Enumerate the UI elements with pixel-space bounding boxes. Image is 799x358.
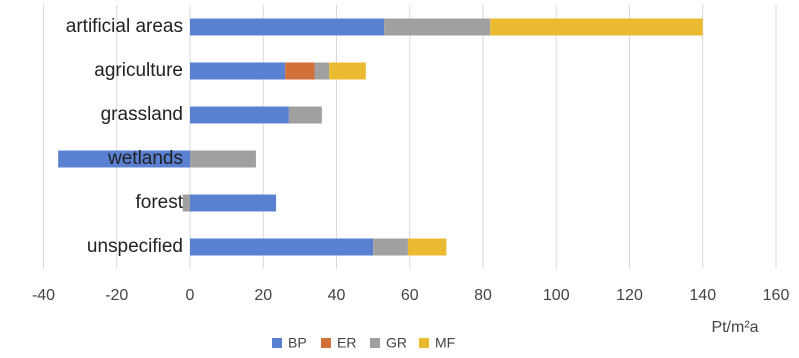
bar-segment bbox=[314, 62, 330, 80]
bar-segment bbox=[182, 194, 190, 212]
bar-segment bbox=[373, 238, 408, 256]
x-tick-label: 0 bbox=[186, 287, 195, 304]
bar-segment bbox=[58, 150, 191, 168]
category-label: unspecified bbox=[87, 236, 183, 257]
x-tick-label: 120 bbox=[616, 287, 643, 304]
x-tick-label: 140 bbox=[689, 287, 716, 304]
bar-segment bbox=[285, 62, 315, 80]
category-label: grassland bbox=[101, 104, 183, 125]
bar-segment bbox=[190, 106, 289, 124]
x-tick-label: 160 bbox=[763, 287, 790, 304]
bar-segment bbox=[288, 106, 322, 124]
legend-label: BP bbox=[288, 335, 307, 351]
x-tick-label: -40 bbox=[32, 287, 55, 304]
x-tick-label: 40 bbox=[328, 287, 346, 304]
x-tick-label: 80 bbox=[474, 287, 492, 304]
bar-segment bbox=[190, 238, 374, 256]
category-label: wetlands bbox=[107, 148, 183, 169]
legend-swatch bbox=[370, 338, 380, 348]
x-axis-label: Pt/m²a bbox=[711, 319, 758, 336]
x-tick-label: 60 bbox=[401, 287, 419, 304]
bar-segment bbox=[329, 62, 366, 80]
legend-swatch bbox=[321, 338, 331, 348]
legend-label: GR bbox=[386, 335, 407, 351]
legend-label: ER bbox=[337, 335, 356, 351]
x-tick-label: -20 bbox=[105, 287, 128, 304]
legend-swatch bbox=[272, 338, 282, 348]
legend-swatch bbox=[419, 338, 429, 348]
bar-segment bbox=[190, 194, 277, 212]
bar-segment bbox=[407, 238, 447, 256]
category-label: forest bbox=[135, 192, 183, 213]
bar-segment bbox=[384, 18, 491, 36]
bar-segment bbox=[490, 18, 703, 36]
bar-segment bbox=[190, 150, 256, 168]
bar-segment bbox=[190, 18, 385, 36]
bar-segment bbox=[190, 62, 286, 80]
legend-label: MF bbox=[435, 335, 455, 351]
category-label: artificial areas bbox=[66, 16, 183, 37]
x-tick-label: 100 bbox=[543, 287, 570, 304]
x-tick-label: 20 bbox=[254, 287, 272, 304]
category-label: agriculture bbox=[94, 60, 183, 81]
